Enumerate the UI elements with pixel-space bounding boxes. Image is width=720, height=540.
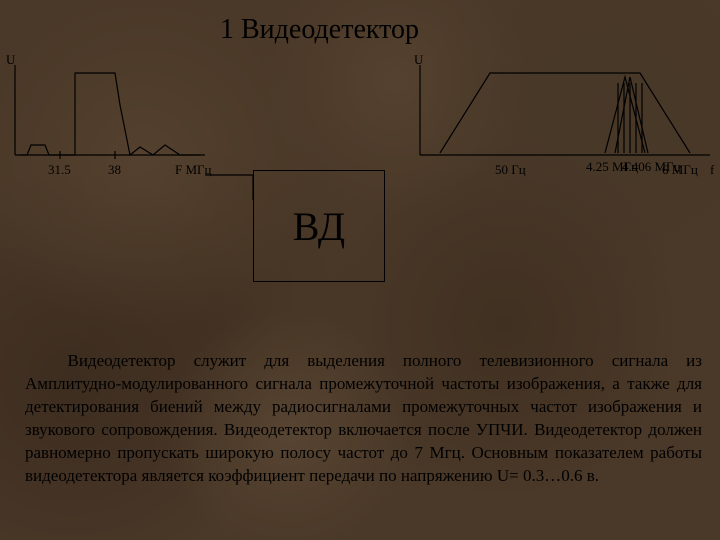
vd-label: ВД (293, 203, 345, 250)
right-tick-3: 6 МГц (662, 162, 698, 178)
right-axis-end: f (710, 162, 714, 178)
page-title: 1 Видеодетектор (220, 14, 419, 46)
right-u-label: U (414, 52, 423, 68)
right-graph (410, 55, 720, 175)
right-tick-2: 4.406 МГц (622, 160, 658, 174)
body-paragraph: Видеодетектор служит для выделения полно… (25, 350, 702, 488)
body-text: Видеодетектор служит для выделения полно… (25, 350, 702, 488)
diagram-area: U 31.5 38 F МГц ВД U 50 Гц 4.25 МГц 4.40… (0, 50, 720, 280)
vd-box: ВД (253, 170, 385, 282)
right-tick-1: 4.25 МГц (586, 160, 618, 174)
right-tick-0: 50 Гц (495, 162, 526, 178)
